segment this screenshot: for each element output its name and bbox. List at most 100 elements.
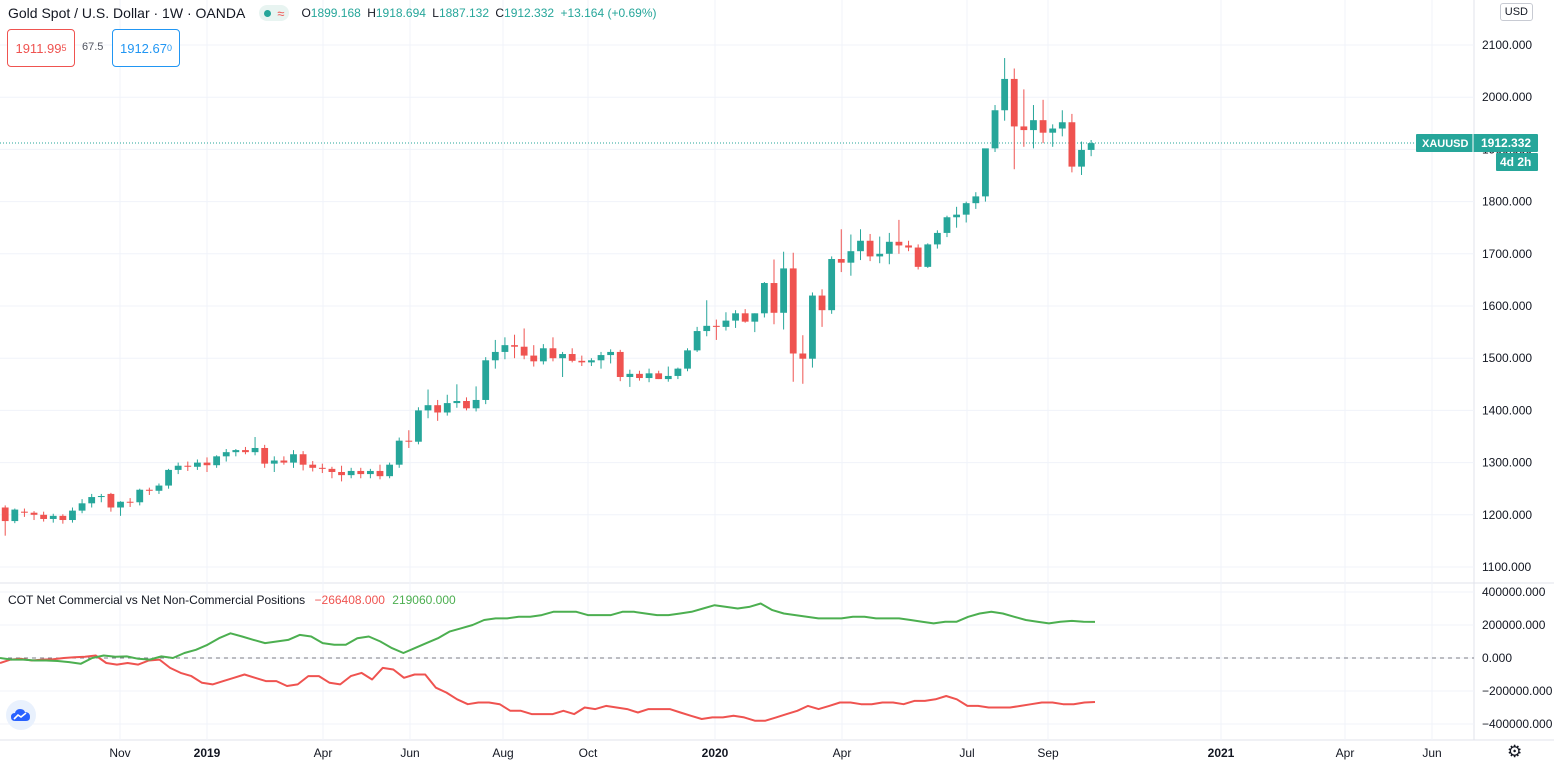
- candle-body: [1078, 149, 1085, 167]
- candle-body: [443, 403, 451, 413]
- candle-body: [290, 454, 297, 463]
- time-tick-label: Jun: [1422, 746, 1441, 760]
- buy-button[interactable]: 1912.67 0: [112, 29, 180, 67]
- time-tick-label: Aug: [492, 746, 513, 760]
- wave-icon: ≈: [277, 5, 285, 21]
- candle-body: [491, 351, 499, 361]
- countdown-label: 4d 2h: [1500, 155, 1531, 169]
- candle-body: [501, 345, 509, 352]
- candle-body: [194, 462, 201, 467]
- candle-body: [770, 283, 778, 313]
- candle-body: [1020, 126, 1028, 131]
- indicator-tick-label: 400000.000: [1482, 585, 1546, 599]
- countdown-box: [1496, 152, 1538, 171]
- symbol-title[interactable]: Gold Spot / U.S. Dollar · 1W · OANDA: [8, 5, 246, 21]
- settings-gear-icon[interactable]: ⚙: [1507, 742, 1523, 761]
- candle-body: [982, 148, 989, 197]
- candle-body: [270, 460, 278, 464]
- candle-body: [482, 360, 490, 400]
- candle-body: [578, 360, 586, 363]
- candle-body: [49, 515, 57, 519]
- time-tick-label: Apr: [833, 746, 852, 760]
- candle-body: [703, 325, 711, 332]
- candle-body: [905, 245, 912, 248]
- candle-body: [809, 295, 816, 359]
- candle-body: [376, 470, 384, 477]
- candle-body: [1058, 122, 1066, 129]
- candle-body: [876, 253, 884, 257]
- price-tick-label: 2000.000: [1482, 90, 1532, 104]
- candle-body: [914, 247, 922, 267]
- candle-body: [347, 470, 355, 476]
- market-status-badge[interactable]: ≈: [259, 5, 290, 21]
- currency-button[interactable]: USD: [1499, 3, 1533, 21]
- candle-body: [184, 465, 192, 467]
- candle-body: [616, 351, 624, 377]
- candle-body: [155, 485, 163, 491]
- candle-body: [895, 241, 903, 246]
- candle-body: [328, 468, 336, 472]
- candle-body: [588, 360, 595, 363]
- sell-button[interactable]: 1911.99 5: [7, 29, 75, 67]
- price-tick-label: 1800.000: [1482, 195, 1532, 209]
- time-tick-label: Sep: [1037, 746, 1059, 760]
- tradingview-logo-icon[interactable]: [6, 700, 36, 730]
- candle-body: [395, 440, 403, 465]
- candle-body: [242, 450, 249, 453]
- noncommercial-series-line: [0, 602, 1096, 665]
- spread-value: 67.5: [82, 41, 104, 53]
- candle-body: [97, 496, 105, 498]
- candle-body: [741, 313, 749, 322]
- candle-body: [953, 214, 960, 218]
- candle-body: [655, 373, 663, 380]
- candle-body: [693, 331, 701, 351]
- indicator-tick-label: −200000.000: [1482, 684, 1553, 698]
- price-tick-label: 1700.000: [1482, 247, 1532, 261]
- candle-body: [780, 268, 788, 313]
- indicator-tick-label: 200000.000: [1482, 618, 1546, 632]
- candle-body: [799, 353, 807, 359]
- candle-body: [203, 462, 211, 466]
- indicator-value-commercial: −266408.000: [314, 593, 385, 607]
- candle-body: [626, 373, 634, 377]
- candle-body: [21, 511, 28, 513]
- candle-body: [222, 452, 230, 457]
- candle-body: [30, 512, 38, 515]
- candle-body: [318, 467, 326, 469]
- candle-body: [11, 509, 19, 522]
- candle-body: [69, 510, 76, 521]
- candle-body: [1087, 143, 1095, 150]
- candle-body: [261, 447, 269, 464]
- candle-body: [386, 464, 393, 477]
- candle-body: [232, 450, 240, 453]
- candle-body: [857, 240, 864, 252]
- candle-body: [943, 217, 951, 233]
- time-tick-label: Nov: [109, 746, 130, 760]
- candle-body: [837, 259, 845, 263]
- time-tick-label: Apr: [314, 746, 333, 760]
- candle-body: [885, 241, 893, 254]
- time-tick-label: 2019: [194, 746, 221, 760]
- price-tick-label: 2100.000: [1482, 38, 1532, 52]
- candle-body: [1, 507, 9, 522]
- candle-body: [40, 514, 48, 519]
- candle-body: [174, 465, 182, 470]
- candle-body: [732, 313, 739, 321]
- candle-body: [357, 470, 365, 475]
- indicator-title[interactable]: COT Net Commercial vs Net Non-Commercial…: [8, 593, 306, 607]
- candle-body: [463, 401, 470, 409]
- candle-body: [1030, 120, 1037, 131]
- candle-body: [722, 320, 730, 327]
- price-change: +13.164 (+0.69%): [560, 6, 657, 20]
- indicator-tick-label: 0.000: [1482, 651, 1512, 665]
- candle-body: [760, 283, 768, 314]
- indicator-legend: COT Net Commercial vs Net Non-Commercial…: [8, 593, 456, 607]
- indicator-value-noncommercial: 219060.000: [392, 593, 456, 607]
- price-tick-label: 1200.000: [1482, 508, 1532, 522]
- candle-body: [415, 410, 422, 442]
- indicator-tick-label: −400000.000: [1482, 717, 1553, 731]
- candle-body: [1001, 78, 1009, 111]
- cloud-chart-icon: [11, 709, 30, 721]
